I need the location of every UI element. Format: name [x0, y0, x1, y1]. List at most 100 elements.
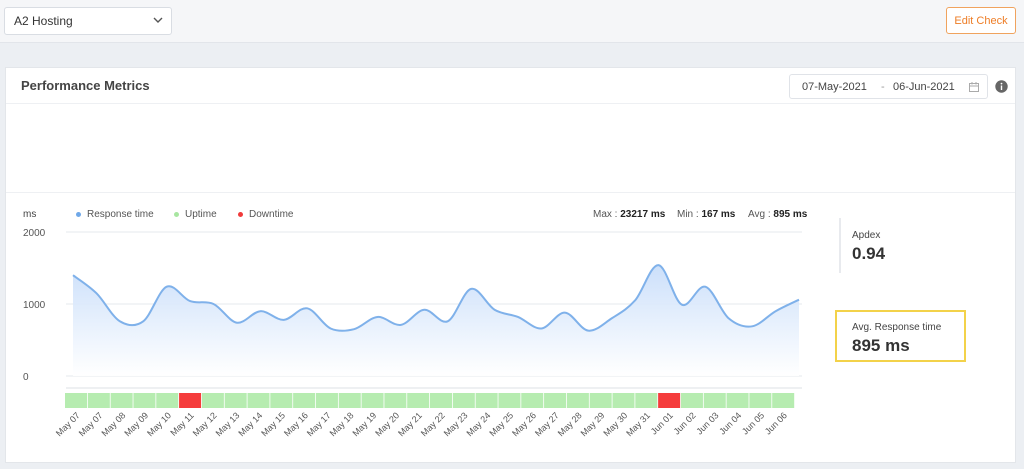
- x-tick-label: May 10: [145, 410, 173, 438]
- x-tick-label: May 09: [122, 410, 150, 438]
- status-cell-22: [566, 393, 589, 408]
- x-tick-label: May 31: [624, 410, 652, 438]
- response-time-area: [73, 265, 799, 376]
- x-tick-label: May 07: [54, 410, 82, 438]
- stat-avg-label: Avg :: [748, 209, 771, 220]
- site-select-value: A2 Hosting: [14, 14, 73, 28]
- panel-title: Performance Metrics: [21, 78, 150, 93]
- x-tick-label: Jun 02: [672, 410, 698, 436]
- stat-max-label: Max :: [593, 209, 618, 220]
- status-cell-12: [338, 393, 361, 408]
- status-cell-4: [156, 393, 179, 408]
- status-cell-2: [110, 393, 133, 408]
- status-cell-14: [384, 393, 407, 408]
- stat-min-label: Min :: [677, 209, 699, 220]
- status-cell-27: [680, 393, 703, 408]
- x-tick-label: May 27: [533, 410, 561, 438]
- site-select[interactable]: A2 Hosting: [4, 7, 172, 35]
- x-tick-label: Jun 05: [740, 410, 766, 436]
- status-cell-24: [612, 393, 635, 408]
- x-tick-label: May 25: [487, 410, 515, 438]
- x-tick-label: Jun 06: [763, 410, 789, 436]
- status-cell-6: [201, 393, 224, 408]
- legend-label-uptime: Uptime: [185, 209, 217, 220]
- status-cell-0: [65, 393, 88, 408]
- x-tick-label: May 16: [282, 410, 310, 438]
- x-tick-label: May 20: [373, 410, 401, 438]
- y-unit-label: ms: [23, 209, 37, 220]
- status-cell-26: [658, 393, 681, 408]
- status-cell-1: [87, 393, 110, 408]
- chart-divider: [6, 192, 1015, 193]
- x-tick-label: May 29: [579, 410, 607, 438]
- status-cell-17: [452, 393, 475, 408]
- header-divider: [6, 103, 1015, 104]
- avg-response-label: Avg. Response time: [852, 322, 942, 333]
- date-to: 06-Jun-2021: [893, 81, 955, 93]
- stat-max: Max : 23217 ms: [593, 209, 665, 220]
- apdex-label: Apdex: [852, 230, 881, 241]
- x-tick-label: Jun 04: [717, 410, 743, 436]
- legend-dot-uptime: [174, 212, 179, 217]
- avg-response-card: Avg. Response time 895 ms: [835, 310, 966, 362]
- status-cell-21: [544, 393, 567, 408]
- x-tick-label: Jun 03: [694, 410, 720, 436]
- legend-downtime: Downtime: [238, 209, 293, 220]
- status-cell-16: [430, 393, 453, 408]
- status-cell-31: [772, 393, 795, 408]
- x-tick-label: May 30: [601, 410, 629, 438]
- edit-check-button[interactable]: Edit Check: [946, 7, 1016, 34]
- y-tick-2000: 2000: [23, 228, 46, 239]
- y-tick-1000: 1000: [23, 300, 46, 311]
- status-cell-3: [133, 393, 156, 408]
- legend-dot-downtime: [238, 212, 243, 217]
- stat-max-value: 23217 ms: [620, 209, 666, 220]
- x-tick-label: May 19: [350, 410, 378, 438]
- status-cell-13: [361, 393, 384, 408]
- status-cell-15: [407, 393, 430, 408]
- status-cell-9: [270, 393, 293, 408]
- x-tick-label: May 23: [442, 410, 470, 438]
- status-cell-19: [498, 393, 521, 408]
- status-cell-5: [179, 393, 202, 408]
- x-tick-label: May 18: [328, 410, 356, 438]
- x-tick-label: May 24: [465, 410, 493, 438]
- x-tick-label: May 13: [214, 410, 242, 438]
- stat-min: Min : 167 ms: [677, 209, 735, 220]
- status-cell-28: [703, 393, 726, 408]
- date-from: 07-May-2021: [802, 81, 867, 93]
- stat-avg: Avg : 895 ms: [748, 209, 807, 220]
- x-tick-label: May 08: [100, 410, 128, 438]
- status-cell-25: [635, 393, 658, 408]
- date-range-picker[interactable]: 07-May-2021 - 06-Jun-2021: [789, 74, 988, 99]
- legend-label-downtime: Downtime: [249, 209, 294, 220]
- status-cell-18: [475, 393, 498, 408]
- x-tick-label: May 21: [396, 410, 424, 438]
- status-cell-10: [293, 393, 316, 408]
- x-tick-label: May 15: [259, 410, 287, 438]
- x-tick-label: May 28: [556, 410, 584, 438]
- x-tick-label: May 26: [510, 410, 538, 438]
- x-tick-label: May 07: [77, 410, 105, 438]
- legend-response-time: Response time: [76, 209, 154, 220]
- x-tick-label: May 17: [305, 410, 333, 438]
- status-cell-30: [749, 393, 772, 408]
- apdex-card: Apdex 0.94: [839, 218, 981, 273]
- y-tick-0: 0: [23, 372, 29, 383]
- top-bar: A2 Hosting Edit Check: [0, 0, 1024, 43]
- x-tick-label: May 11: [168, 410, 195, 437]
- date-separator: -: [881, 81, 885, 93]
- x-tick-label: May 12: [191, 410, 219, 438]
- chevron-down-icon: [153, 17, 163, 23]
- legend-dot-response: [76, 212, 81, 217]
- x-tick-label: May 14: [236, 410, 264, 438]
- apdex-value: 0.94: [852, 244, 886, 263]
- response-time-line: [72, 264, 800, 332]
- info-icon[interactable]: [995, 80, 1008, 93]
- legend-uptime: Uptime: [174, 209, 217, 220]
- status-cell-23: [589, 393, 612, 408]
- status-cell-20: [521, 393, 544, 408]
- status-cell-8: [247, 393, 270, 408]
- status-cell-11: [315, 393, 338, 408]
